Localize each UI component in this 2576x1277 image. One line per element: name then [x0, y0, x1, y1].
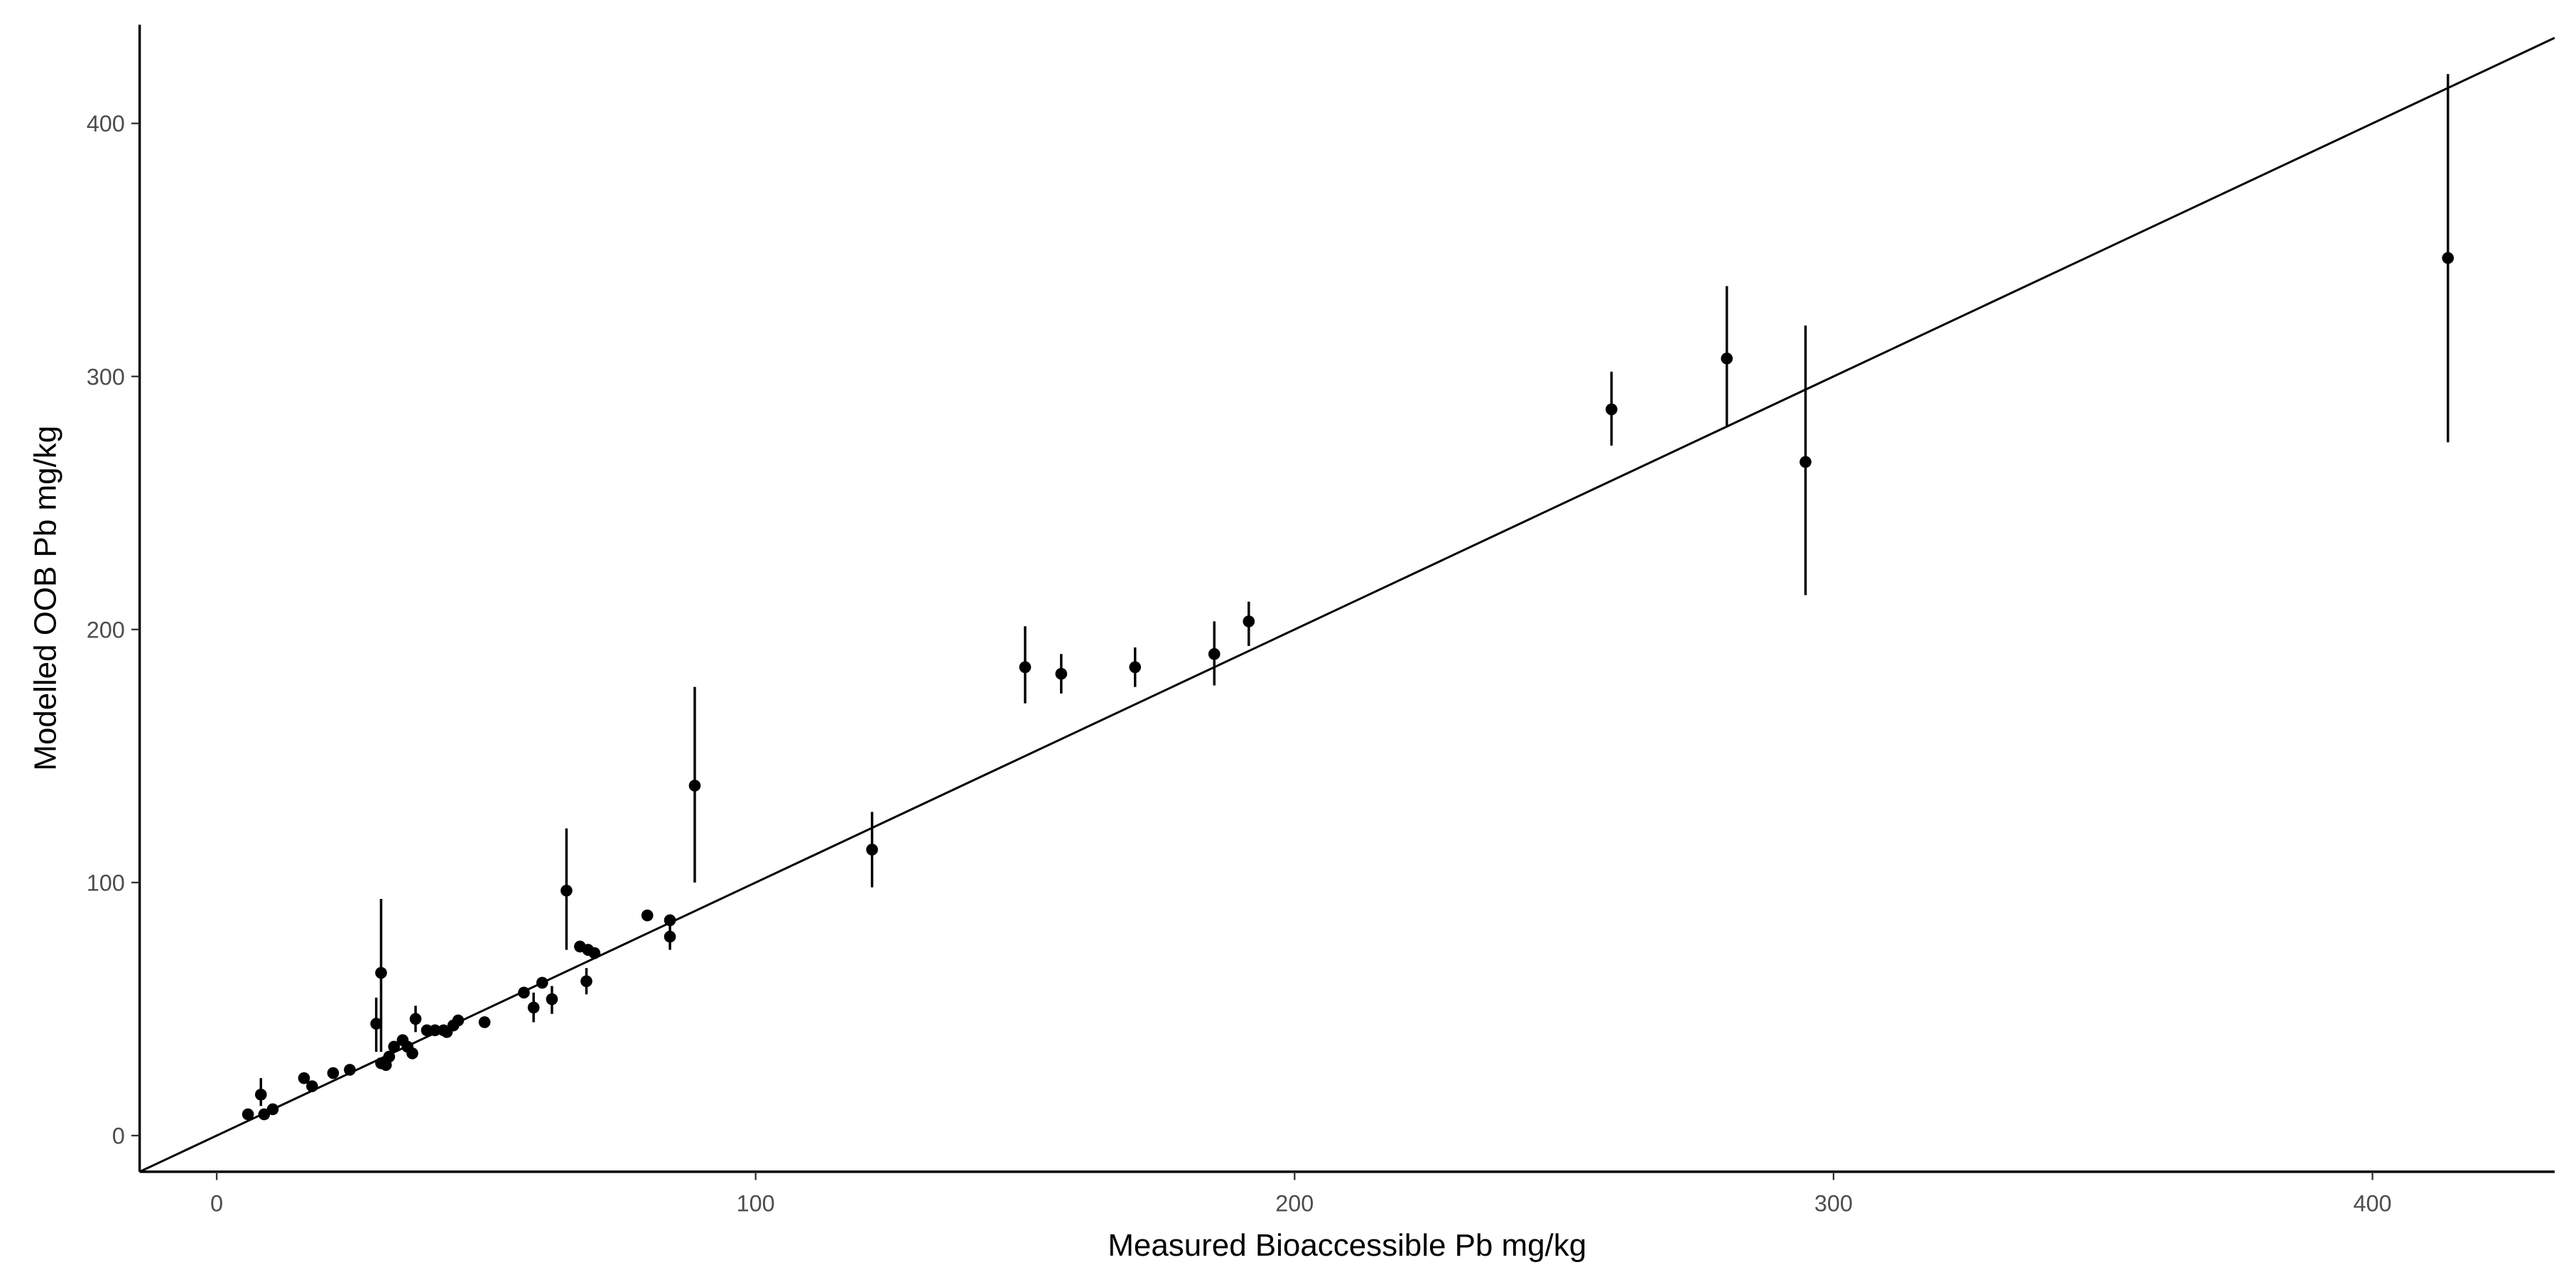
- x-axis-title: Measured Bioaccessible Pb mg/kg: [1108, 1228, 1586, 1263]
- point: [2442, 252, 2455, 264]
- point: [561, 884, 573, 897]
- y-tick-label: 200: [87, 617, 125, 642]
- point: [421, 1024, 433, 1037]
- point: [452, 1014, 465, 1027]
- point: [409, 1013, 422, 1025]
- x-tick-label: 200: [1275, 1190, 1314, 1216]
- point: [1243, 615, 1255, 627]
- point: [327, 1067, 340, 1079]
- point: [266, 1103, 279, 1116]
- point: [688, 780, 701, 792]
- point: [580, 975, 592, 988]
- point: [305, 1080, 318, 1092]
- point: [406, 1047, 418, 1060]
- x-tick-label: 0: [210, 1190, 223, 1216]
- point: [344, 1064, 356, 1076]
- y-tick-label: 300: [87, 364, 125, 389]
- identity-line: [139, 36, 2555, 1173]
- y-axis-title: Modelled OOB Pb mg/kg: [28, 426, 63, 771]
- point: [242, 1108, 254, 1121]
- x-tick-label: 400: [2354, 1190, 2392, 1216]
- point: [383, 1050, 396, 1063]
- y-tick-label: 0: [112, 1124, 125, 1149]
- point: [258, 1108, 271, 1121]
- point: [1208, 648, 1221, 660]
- point: [1129, 661, 1142, 674]
- point: [375, 966, 387, 979]
- point: [1055, 667, 1068, 680]
- point: [518, 986, 530, 999]
- point: [527, 1001, 540, 1014]
- point: [588, 947, 601, 959]
- point: [478, 1016, 491, 1028]
- y-tick-label: 100: [87, 870, 125, 895]
- point: [641, 909, 654, 922]
- point: [866, 844, 878, 856]
- point: [664, 930, 676, 943]
- point: [1721, 352, 1733, 365]
- point: [1800, 456, 1812, 468]
- point: [1019, 661, 1032, 674]
- point: [428, 1024, 441, 1037]
- x-tick-label: 100: [737, 1190, 775, 1216]
- point: [664, 914, 676, 927]
- point: [1606, 403, 1618, 416]
- point: [370, 1018, 382, 1030]
- point: [388, 1040, 400, 1053]
- x-tick-label: 300: [1814, 1190, 1853, 1216]
- point: [254, 1088, 267, 1101]
- point: [536, 976, 548, 989]
- y-tick-label: 400: [87, 111, 125, 136]
- point: [546, 993, 558, 1006]
- point: [298, 1072, 310, 1084]
